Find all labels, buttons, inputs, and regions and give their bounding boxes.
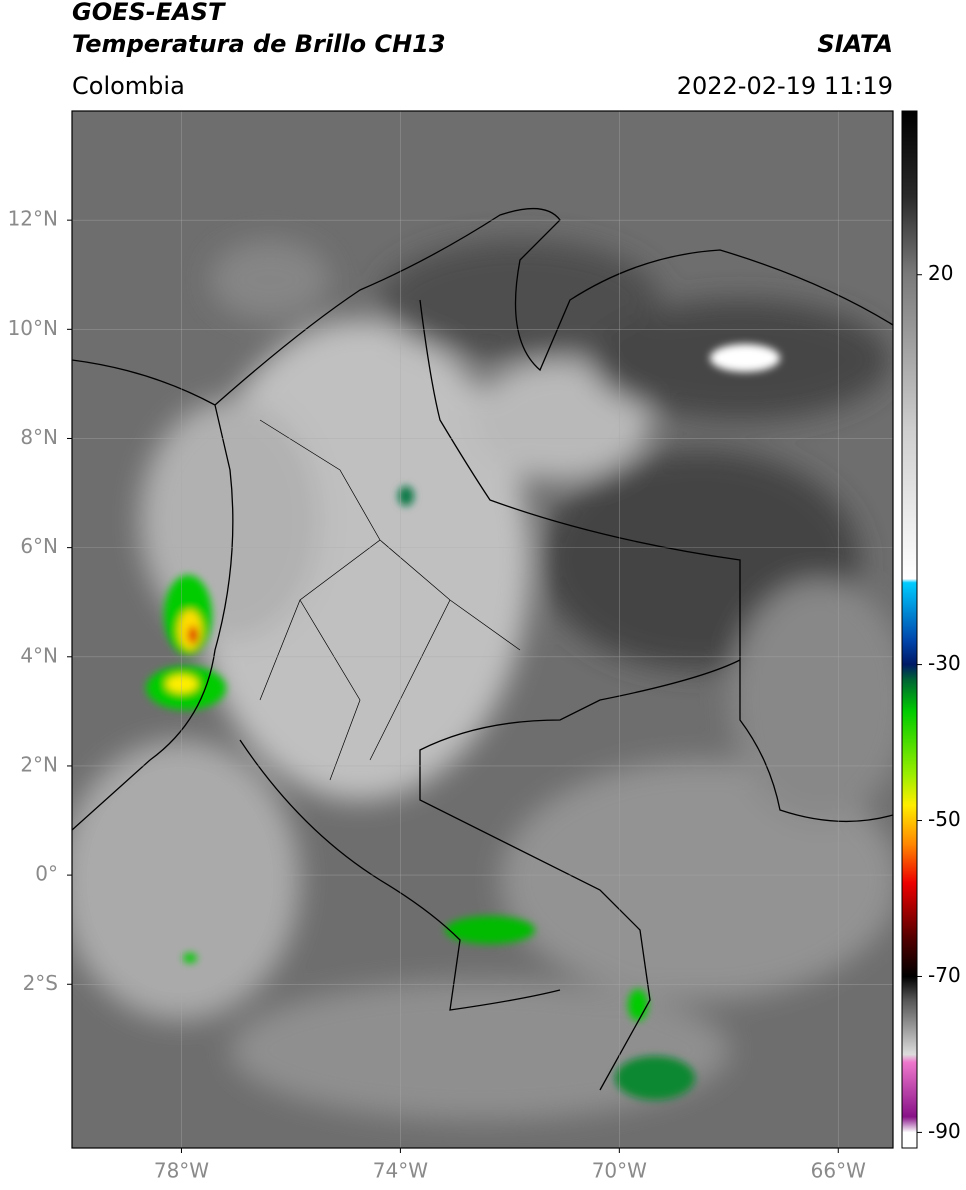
- colorbar-tick-label: -90: [928, 1119, 961, 1143]
- graticule: [72, 111, 893, 1148]
- y-tick-label: 2°S: [23, 971, 58, 995]
- y-tick-label: 2°N: [20, 752, 58, 776]
- x-tick-label: 70°W: [592, 1159, 647, 1183]
- y-tick-label: 0°: [35, 862, 58, 886]
- datetime: 2022-02-19 11:19: [677, 72, 893, 100]
- x-tick-label: 74°W: [373, 1159, 428, 1183]
- colorbar: [901, 110, 918, 1149]
- map-frame: [71, 110, 894, 1149]
- y-tick-label: 10°N: [8, 316, 58, 340]
- x-tick-label: 78°W: [154, 1159, 209, 1183]
- y-tick-label: 4°N: [20, 643, 58, 667]
- subtitle: Temperatura de Brillo CH13: [72, 30, 446, 58]
- y-tick-label: 12°N: [8, 207, 58, 231]
- satellite-image: [72, 111, 893, 1148]
- title: GOES-EAST: [72, 0, 226, 26]
- colorbar-tick-label: -70: [928, 963, 961, 987]
- y-tick-label: 8°N: [20, 425, 58, 449]
- colorbar-tick-label: -50: [928, 807, 961, 831]
- x-tick-label: 66°W: [811, 1159, 866, 1183]
- colorbar-tick-label: 20: [928, 261, 953, 285]
- colorbar-tick-label: -30: [928, 651, 961, 675]
- source: SIATA: [817, 30, 893, 58]
- region: Colombia: [72, 72, 185, 100]
- y-tick-label: 6°N: [20, 534, 58, 558]
